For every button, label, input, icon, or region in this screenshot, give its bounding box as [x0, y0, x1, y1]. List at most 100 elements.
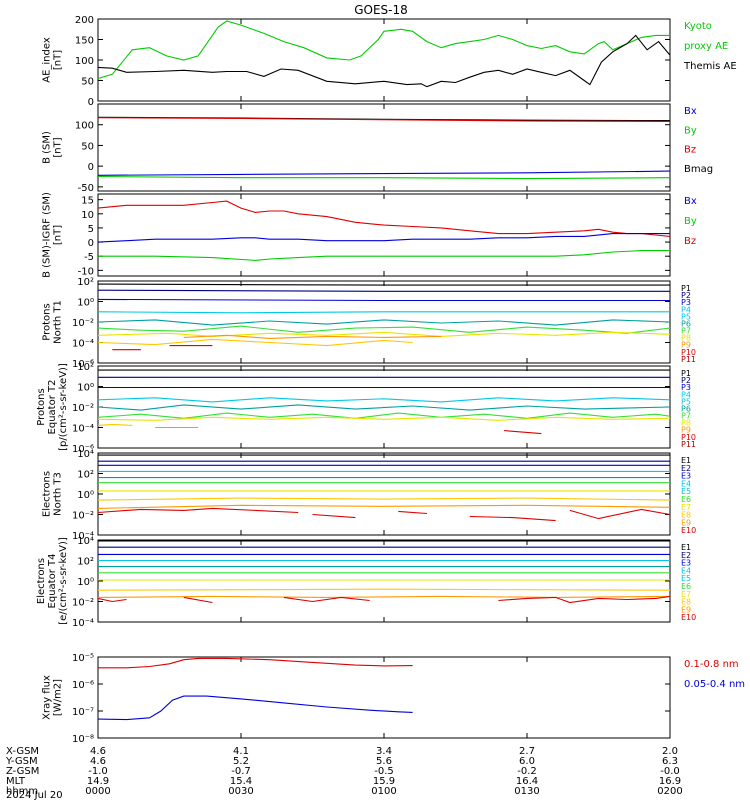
legend-entry: Bx [684, 106, 697, 117]
legend-entry: E4 [681, 479, 691, 488]
legend-entry: E8 [681, 511, 691, 520]
legend-entry: P6 [681, 404, 691, 413]
series-themis-ae [97, 34, 671, 88]
series-e8 [97, 588, 671, 591]
y-axis-label: AE_index [42, 37, 53, 83]
legend-entry: E7 [681, 503, 691, 512]
y-tick-label: 0 [88, 97, 94, 108]
y-tick-label: 10⁰ [77, 383, 94, 394]
y-tick-label: 100 [75, 121, 94, 132]
legend-entry: P4 [681, 390, 691, 399]
panel-5: 10⁻⁶ 10⁻⁴ 10⁻² 10⁰ 10² Protons Equator T2 [p/(c… [36, 362, 696, 455]
y-axis-label: Protons [42, 303, 53, 340]
y-tick-label: 10² [77, 470, 94, 481]
y-tick-label: 50 [81, 77, 94, 88]
y-tick-label: 10⁻² [72, 511, 94, 522]
y-tick-label: 10⁻⁶ [72, 680, 94, 691]
y-tick-label: 10⁻² [72, 318, 94, 329]
y-tick-label: 200 [75, 15, 94, 26]
ephemeris-label: Y-GSM [5, 756, 38, 767]
legend-entry: Bmag [684, 164, 713, 175]
legend-entry: E5 [681, 487, 691, 496]
legend-entry: proxy AE [684, 41, 728, 52]
y-tick-label: 150 [75, 36, 94, 47]
legend-entry: P1 [681, 284, 691, 293]
y-axis-label: Equator T2 [47, 380, 58, 435]
legend-entry: E9 [681, 518, 691, 527]
legend-entry: E8 [681, 598, 691, 607]
series-e10 [97, 507, 299, 514]
y-tick-label: 10⁻² [72, 598, 94, 609]
series-p2 [97, 289, 670, 292]
legend-entry: P5 [681, 397, 691, 406]
y-tick-label: 10⁻⁸ [72, 734, 94, 745]
y-tick-label: -10 [78, 266, 94, 277]
panel-frame [97, 539, 671, 623]
legend-entry: E2 [681, 551, 691, 560]
legend-entry: E2 [681, 464, 691, 473]
legend-entry: P2 [681, 376, 691, 385]
y-tick-label: 10² [77, 362, 94, 373]
legend-entry: P8 [681, 419, 691, 428]
series-0-1-0-8-nm [98, 657, 413, 669]
y-axis-label: B (SM)-IGRF (SM) [42, 192, 53, 278]
y-tick-label: 10⁻⁴ [72, 424, 94, 435]
y-axis-label: Electrons [36, 558, 47, 604]
legend-entry: P6 [681, 319, 691, 328]
legend-entry: E10 [681, 526, 696, 535]
legend-entry: By [684, 216, 697, 227]
panel-1: 0 50 100 150 200 AE_index [nT] Kyoto proxy AE The… [42, 15, 737, 108]
series-p1 [97, 283, 670, 286]
ephemeris-value: 3.4 [376, 746, 392, 757]
ephemeris-label: hhmm [6, 786, 38, 797]
series-e10 [283, 596, 370, 603]
series-p8 [97, 338, 413, 347]
y-tick-label: 10⁻⁶ [72, 359, 94, 370]
series-p4 [97, 397, 671, 403]
ephemeris-value: 4.6 [90, 756, 106, 767]
series-p5 [97, 319, 671, 326]
legend-entry: E3 [681, 472, 691, 481]
legend-entry: E6 [681, 495, 691, 504]
panel-8: 10⁻⁸ 10⁻⁷ 10⁻⁶ 10⁻⁵ Xray flux [W/m2] 0.1-0.8 n… [42, 653, 746, 745]
legend-entry: E4 [681, 566, 691, 575]
ephemeris-value: 0000 [85, 786, 110, 797]
ephemeris-value: 0030 [228, 786, 253, 797]
legend-entry: P9 [681, 426, 691, 435]
panel-frame [97, 193, 671, 277]
y-tick-label: 10⁰ [77, 577, 94, 588]
series-by [97, 175, 671, 180]
panel-6: 10⁻⁴ 10⁻² 10⁰ 10² 10⁴ Electrons North T3 E1E2E3… [42, 449, 697, 542]
series-p4 [97, 311, 670, 314]
y-axis-label: [nT] [53, 137, 64, 157]
ephemeris-value: 0100 [371, 786, 396, 797]
series-e8 [97, 497, 671, 501]
series-bz [97, 117, 671, 122]
legend-entry: P1 [681, 369, 691, 378]
y-tick-label: 15 [81, 196, 94, 207]
y-tick-label: 100 [75, 56, 94, 67]
series-e10 [398, 510, 427, 515]
series-p7 [97, 416, 671, 421]
y-axis-label: [W/m2] [53, 679, 64, 716]
y-tick-label: 10⁰ [77, 298, 94, 309]
legend-entry: P2 [681, 291, 691, 300]
legend-entry: P7 [681, 327, 691, 336]
series-p8 [97, 423, 133, 426]
series-p3 [97, 298, 670, 302]
panel-frame [97, 656, 671, 739]
ephemeris-value: 14.9 [87, 776, 109, 787]
legend-entry: P10 [681, 433, 696, 442]
series-p7 [97, 331, 671, 337]
series-e10 [469, 515, 556, 522]
legend-entry: Bz [684, 145, 696, 156]
ephemeris-value: 0200 [657, 786, 682, 797]
ephemeris-value: 16.4 [516, 776, 538, 787]
ephemeris-label: X-GSM [6, 746, 39, 757]
ephemeris-value: 5.2 [233, 756, 249, 767]
y-axis-label: Protons [36, 388, 47, 425]
series-e10 [312, 513, 356, 519]
